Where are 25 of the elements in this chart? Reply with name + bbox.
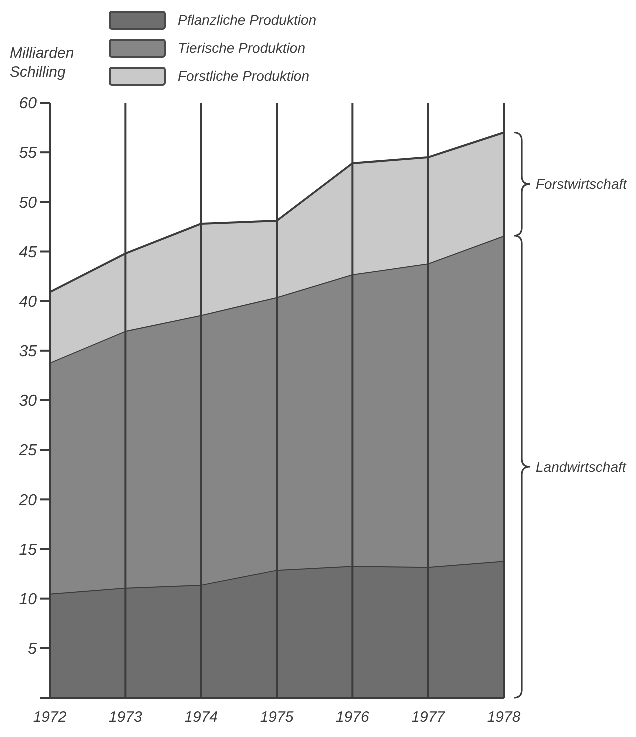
y-tick-label: 50 (19, 194, 38, 212)
y-tick-label: 45 (19, 244, 38, 262)
y-axis-title: Milliarden Schilling (10, 45, 74, 81)
y-tick-label: 55 (19, 145, 38, 162)
y-tick-label: 30 (19, 393, 38, 410)
y-tick-label: 35 (19, 344, 38, 361)
x-tick-label: 1975 (260, 709, 294, 726)
text: Landwirtschaft (536, 458, 628, 475)
x-tick-label: 1978 (487, 709, 522, 726)
legend-label: Pflanzliche Produktion (178, 12, 317, 28)
y-tick-label: 15 (19, 542, 38, 559)
x-tick-label: 1972 (33, 709, 68, 726)
y-tick-label: 20 (18, 492, 38, 510)
y-tick-label: 10 (19, 591, 38, 608)
text: Forstwirtschaft (536, 176, 628, 192)
y-tick-label: 25 (18, 442, 38, 460)
x-tick-label: 1973 (108, 709, 144, 726)
y-tick-label: 60 (19, 96, 38, 113)
legend-label: Forstliche Produktion (178, 68, 310, 84)
y-tick-label: 5 (28, 641, 38, 658)
legend-label: Tierische Produktion (178, 40, 306, 56)
y-tick-label: 40 (19, 294, 38, 311)
x-tick-label: 1976 (336, 709, 370, 726)
x-tick-label: 1977 (412, 709, 446, 726)
x-tick-label: 1974 (184, 709, 218, 726)
